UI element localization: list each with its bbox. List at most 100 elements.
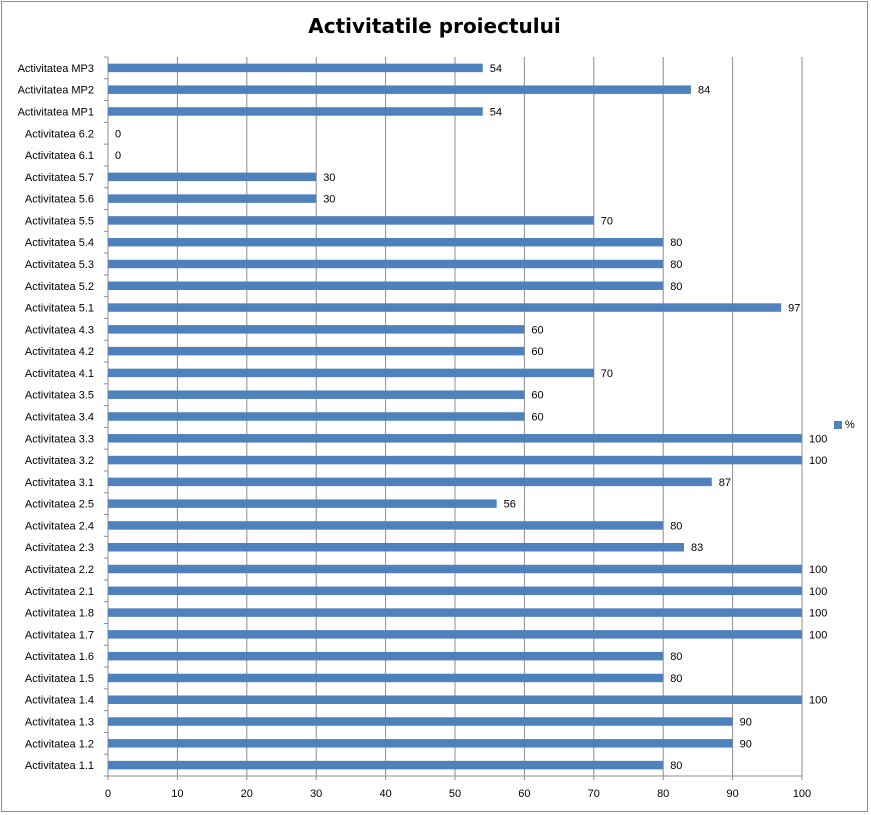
data-label: 90 (740, 717, 752, 729)
bar (108, 586, 802, 596)
bar (108, 346, 525, 356)
data-label: 60 (531, 346, 543, 358)
data-label: 30 (323, 172, 335, 184)
category-label: Activitatea 5.3 (25, 259, 94, 271)
category-label: Activitatea 2.1 (25, 586, 94, 598)
bar (108, 107, 483, 116)
bar (108, 390, 525, 399)
data-label: 100 (809, 564, 827, 576)
category-label: Activitatea 1.3 (25, 717, 94, 729)
bar (108, 412, 525, 421)
x-tick-label: 50 (449, 788, 461, 800)
bar (108, 695, 802, 704)
category-label: Activitatea 3.2 (25, 455, 94, 467)
category-label: Activitatea 5.2 (25, 281, 94, 293)
category-label: Activitatea 1.1 (25, 760, 94, 772)
data-label: 80 (670, 673, 682, 685)
category-label: Activitatea 5.1 (25, 303, 94, 315)
x-tick-label: 100 (793, 788, 811, 800)
bar (108, 564, 802, 574)
data-label: 80 (670, 760, 682, 772)
x-tick-label: 20 (241, 788, 253, 800)
category-label: Activitatea 3.5 (25, 390, 94, 402)
category-label: Activitatea MP2 (18, 85, 94, 97)
data-label: 100 (809, 433, 827, 445)
bar (108, 760, 664, 770)
data-label: 100 (809, 629, 827, 641)
data-label: 0 (115, 150, 121, 162)
bar (108, 216, 594, 225)
category-label: Activitatea 5.4 (25, 237, 94, 249)
data-label: 100 (809, 455, 827, 467)
category-label: Activitatea 5.5 (25, 215, 94, 227)
data-label: 70 (601, 368, 613, 380)
x-tick-label: 80 (657, 788, 669, 800)
data-label: 80 (670, 651, 682, 663)
x-tick-label: 60 (518, 788, 530, 800)
data-label: 90 (740, 738, 752, 750)
bar (108, 368, 594, 378)
bar (108, 303, 782, 312)
x-tick-label: 10 (171, 788, 183, 800)
data-label: 56 (504, 499, 516, 511)
category-label: Activitatea 1.6 (25, 651, 94, 663)
data-label: 60 (531, 390, 543, 402)
x-tick-label: 90 (726, 788, 738, 800)
x-tick-label: 40 (379, 788, 391, 800)
category-label: Activitatea 2.4 (25, 520, 94, 532)
data-label: 80 (670, 259, 682, 271)
category-label: Activitatea 3.4 (25, 412, 94, 424)
x-tick-label: 30 (310, 788, 322, 800)
bar (108, 499, 497, 508)
bar (108, 717, 733, 726)
category-label: Activitatea 6.2 (25, 128, 94, 140)
category-label: Activitatea 5.6 (25, 194, 94, 206)
bar (108, 237, 664, 247)
category-label: Activitatea 3.3 (25, 433, 94, 445)
data-label: 30 (323, 194, 335, 206)
bar (108, 651, 664, 661)
bar (108, 325, 525, 334)
data-label: 60 (531, 324, 543, 336)
data-label: 0 (115, 128, 121, 140)
category-label: Activitatea 3.1 (25, 477, 94, 489)
category-label: Activitatea 1.5 (25, 673, 94, 685)
legend: % (834, 419, 855, 431)
category-label: Activitatea 1.8 (25, 608, 94, 620)
data-label: 84 (698, 85, 710, 97)
bar (108, 85, 691, 94)
data-label: 87 (719, 477, 731, 489)
data-label: 100 (809, 608, 827, 620)
category-label: Activitatea 2.3 (25, 542, 94, 554)
bar (108, 630, 802, 639)
legend-swatch (834, 421, 842, 429)
data-label: 60 (531, 412, 543, 424)
bar (108, 608, 802, 617)
category-label: Activitatea 6.1 (25, 150, 94, 162)
x-tick-label: 70 (588, 788, 600, 800)
data-label: 83 (691, 542, 703, 554)
bar (108, 172, 317, 182)
category-label: Activitatea 2.5 (25, 499, 94, 511)
category-label: Activitatea 1.4 (25, 695, 94, 707)
bar (108, 63, 483, 73)
data-label: 100 (809, 695, 827, 707)
category-label: Activitatea MP1 (18, 106, 94, 118)
bar (108, 455, 802, 465)
x-tick-label: 0 (105, 788, 111, 800)
data-label: 80 (670, 237, 682, 249)
bar (108, 281, 664, 291)
legend-label: % (845, 419, 855, 431)
category-label: Activitatea 4.3 (25, 324, 94, 336)
bar (108, 739, 733, 748)
category-label: Activitatea 4.1 (25, 368, 94, 380)
data-label: 97 (788, 303, 800, 315)
data-label: 54 (490, 106, 502, 118)
bar (108, 194, 317, 203)
bar (108, 542, 685, 552)
category-label: Activitatea 2.2 (25, 564, 94, 576)
category-label: Activitatea 5.7 (25, 172, 94, 184)
bar (108, 673, 664, 683)
category-label: Activitatea 4.2 (25, 346, 94, 358)
